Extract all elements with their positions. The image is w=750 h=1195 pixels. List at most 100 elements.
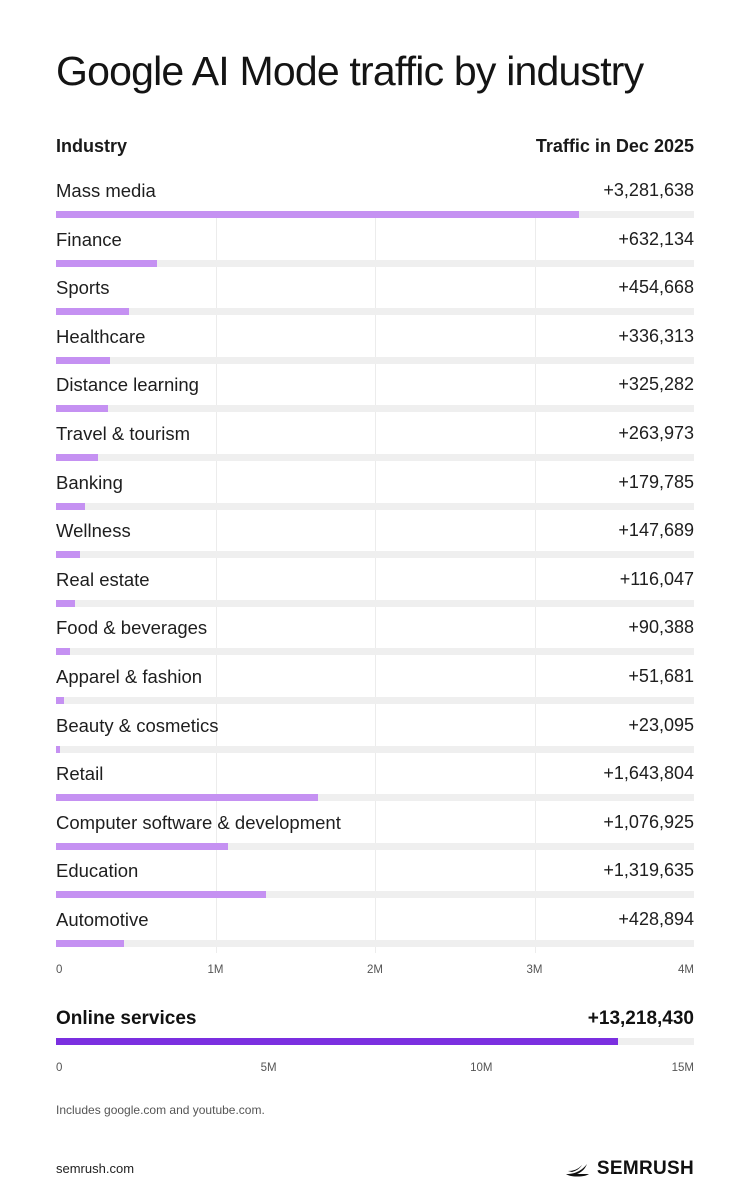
bar-row-education: Education +1,319,635 — [56, 853, 694, 902]
bar-row-automotive: Automotive +428,894 — [56, 902, 694, 951]
bar-value-label: +632,134 — [618, 228, 694, 249]
online-services-bar-chart: Online services +13,218,430 — [56, 1006, 694, 1056]
bar-label: Distance learning — [56, 374, 199, 396]
bar-travel-and-tourism — [56, 454, 99, 461]
bar-value-label: +454,668 — [618, 277, 694, 298]
bar-beauty-and-cosmetics — [56, 745, 60, 753]
bar-label: Beauty & cosmetics — [56, 714, 219, 736]
bar-value-label: +263,973 — [618, 423, 694, 443]
x-tick-label: 5M — [260, 1062, 277, 1074]
bar-track — [56, 502, 694, 510]
bar-online-services — [56, 1038, 619, 1045]
bar-row-wellness: Wellness +147,689 — [56, 513, 694, 562]
bar-value-label: +3,281,638 — [603, 180, 694, 200]
bar-track — [56, 940, 694, 947]
x-tick-label: 0 — [56, 964, 63, 976]
bar-row-retail: Retail +1,643,804 — [56, 756, 694, 805]
bar-mass-media — [56, 211, 580, 218]
bar-label: Healthcare — [56, 325, 146, 347]
bar-label: Wellness — [56, 520, 131, 542]
bar-value-label: +336,313 — [618, 325, 694, 346]
bar-label: Apparel & fashion — [56, 666, 203, 687]
bar-value-label: +51,681 — [628, 666, 694, 686]
bar-wellness — [56, 551, 80, 559]
bar-healthcare — [56, 356, 110, 364]
bar-track — [56, 308, 694, 316]
bar-value-label: +116,047 — [619, 568, 694, 589]
bar-row-computer-software-and-development: Computer software & development +1,076,92… — [56, 805, 694, 854]
site-url: semrush.com — [56, 1161, 135, 1176]
x-axis-industries: 0 1M 2M 3M 4M — [56, 964, 694, 980]
gridline — [215, 218, 217, 953]
bar-label: Online services — [56, 1008, 197, 1029]
industry-bar-chart: Mass media +3,281,638 Finance +632,134 Sport… — [56, 173, 694, 953]
bar-computer-software-and-development — [56, 842, 228, 850]
bar-label: Mass media — [56, 180, 156, 201]
bar-value-label: +90,388 — [628, 617, 694, 638]
x-tick-label: 15M — [671, 1062, 694, 1074]
bar-label: Food & beverages — [56, 617, 208, 639]
x-tick-label: 1M — [207, 964, 224, 976]
bar-label: Banking — [56, 471, 123, 493]
bar-track — [56, 211, 694, 218]
bar-label: Computer software & development — [56, 811, 341, 833]
bar-row-distance-learning: Distance learning +325,282 — [56, 367, 694, 416]
footnote: Includes google.com and youtube.com. — [56, 1103, 265, 1117]
bar-track — [56, 599, 694, 607]
bar-row-apparel-and-fashion: Apparel & fashion +51,681 — [56, 659, 694, 708]
bar-label: Education — [56, 860, 139, 882]
bar-track — [56, 405, 694, 413]
x-axis-online-services: 0 5M 10M 15M — [56, 1062, 694, 1078]
bar-track — [56, 697, 694, 704]
bar-row-travel-and-tourism: Travel & tourism +263,973 — [56, 416, 694, 465]
bar-track — [56, 454, 694, 461]
bar-label: Retail — [56, 763, 104, 785]
bar-value-label: +23,095 — [628, 714, 694, 735]
bar-label: Sports — [56, 277, 110, 299]
bar-track — [56, 794, 694, 802]
bar-track — [56, 648, 694, 656]
bar-food-and-beverages — [56, 648, 71, 656]
bar-distance-learning — [56, 405, 108, 413]
bar-label: Travel & tourism — [56, 423, 190, 444]
bar-apparel-and-fashion — [56, 697, 65, 704]
bar-label: Real estate — [56, 568, 150, 590]
bar-real-estate — [56, 599, 75, 607]
chart-title: Google AI Mode traffic by industry — [56, 48, 644, 94]
bar-retail — [56, 794, 319, 802]
bar-label: Automotive — [56, 909, 149, 930]
bar-value-label: +1,319,635 — [603, 860, 694, 881]
bar-row-food-and-beverages: Food & beverages +90,388 — [56, 610, 694, 659]
bar-track — [56, 842, 694, 850]
bar-row-mass-media: Mass media +3,281,638 — [56, 173, 694, 222]
bar-value-label: +428,894 — [618, 909, 694, 929]
x-tick-label: 10M — [470, 1062, 493, 1074]
bar-education — [56, 891, 267, 899]
x-tick-label: 4M — [678, 964, 694, 976]
gridline — [375, 218, 376, 953]
bar-banking — [56, 502, 85, 510]
bar-automotive — [56, 940, 125, 947]
bar-finance — [56, 259, 157, 267]
bar-row-beauty-and-cosmetics: Beauty & cosmetics +23,095 — [56, 708, 694, 757]
bar-value-label: +325,282 — [618, 374, 694, 395]
x-tick-label: 2M — [367, 964, 383, 976]
bar-row-healthcare: Healthcare +336,313 — [56, 319, 694, 368]
bar-track — [56, 1038, 694, 1045]
bar-row-sports: Sports +454,668 — [56, 270, 694, 319]
bar-row-finance: Finance +632,134 — [56, 222, 694, 271]
traffic-column-header: Traffic in Dec 2025 — [535, 136, 694, 156]
gridline — [534, 218, 536, 953]
brand-name: SEMRUSH — [596, 1158, 694, 1179]
bar-value-label: +13,218,430 — [587, 1008, 694, 1029]
brand-logo: SEMRUSH — [565, 1158, 694, 1180]
x-tick-label: 0 — [56, 1062, 63, 1074]
bar-label: Finance — [56, 228, 122, 250]
bar-sports — [56, 308, 129, 316]
bar-track — [56, 551, 694, 559]
bar-value-label: +147,689 — [618, 520, 694, 541]
bar-track — [56, 259, 694, 267]
bar-track — [56, 356, 694, 364]
industry-column-header: Industry — [56, 136, 128, 156]
bar-track — [56, 891, 694, 899]
